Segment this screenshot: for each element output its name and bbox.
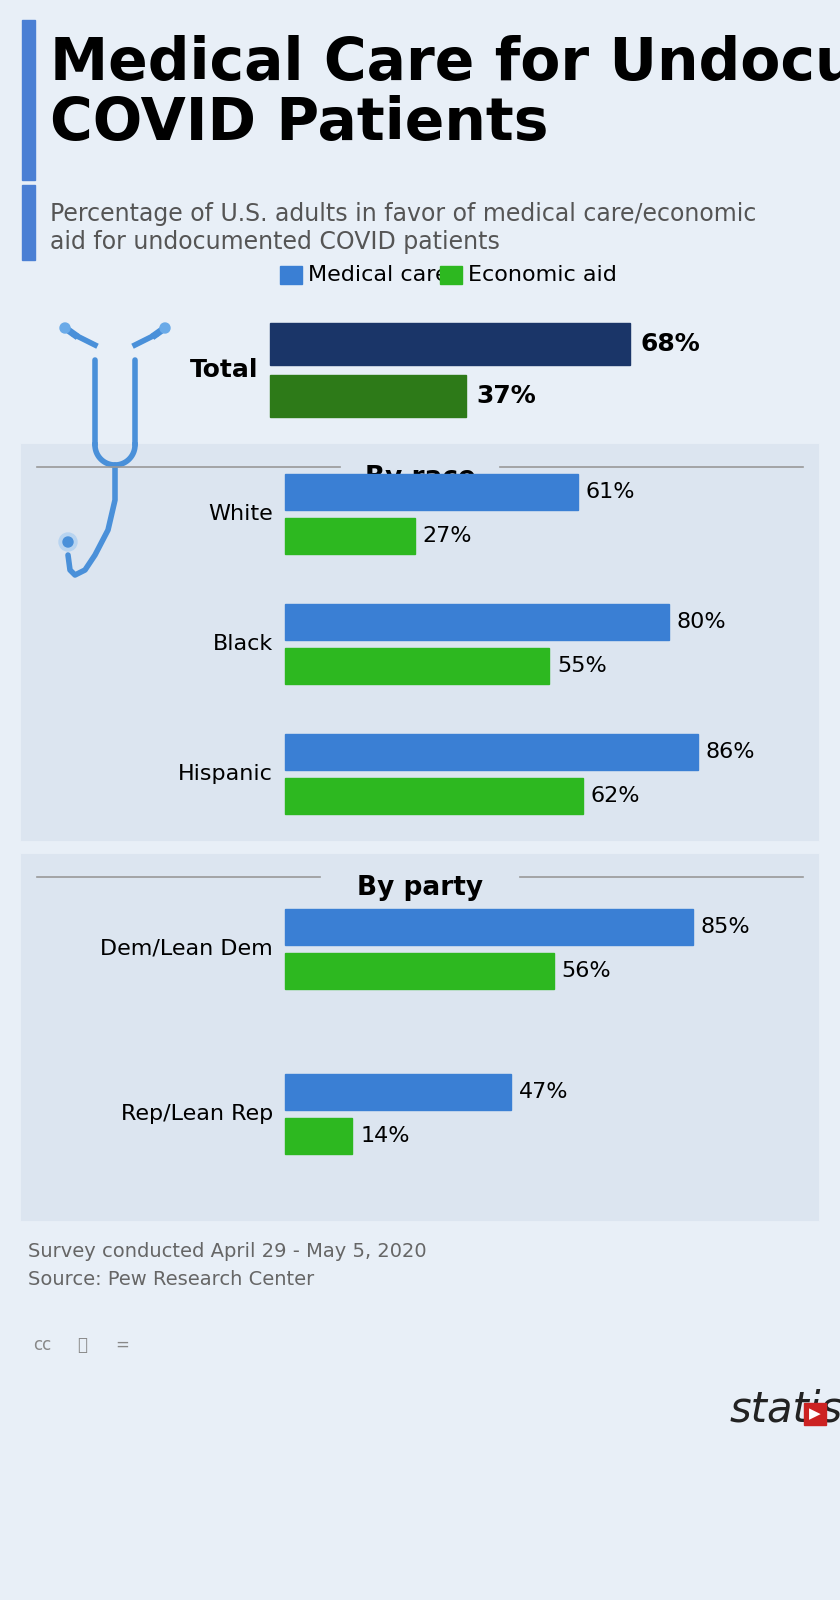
Circle shape <box>160 323 170 333</box>
Text: 14%: 14% <box>360 1126 410 1146</box>
Bar <box>440 266 462 285</box>
Bar <box>22 186 35 259</box>
Text: White: White <box>208 504 273 525</box>
Text: Total: Total <box>190 358 258 382</box>
Bar <box>270 323 630 365</box>
Text: 47%: 47% <box>518 1082 568 1102</box>
Text: Medical Care for Undocumented: Medical Care for Undocumented <box>50 35 840 91</box>
Bar <box>22 854 818 1219</box>
Bar <box>804 1403 826 1426</box>
Text: 86%: 86% <box>706 742 755 762</box>
Bar <box>285 734 698 770</box>
Bar <box>285 1118 352 1154</box>
Bar <box>285 954 554 989</box>
Text: 80%: 80% <box>677 611 727 632</box>
Bar <box>285 909 693 946</box>
Circle shape <box>63 538 73 547</box>
Text: 37%: 37% <box>476 384 536 408</box>
Text: aid for undocumented COVID patients: aid for undocumented COVID patients <box>50 230 500 254</box>
Bar <box>285 648 549 685</box>
Bar <box>285 474 578 510</box>
Bar <box>280 266 302 285</box>
Text: Rep/Lean Rep: Rep/Lean Rep <box>121 1104 273 1123</box>
Text: 61%: 61% <box>585 482 635 502</box>
Bar <box>285 1074 511 1110</box>
Bar <box>22 445 818 840</box>
Text: Hispanic: Hispanic <box>178 765 273 784</box>
Bar <box>285 603 669 640</box>
Text: ⓘ: ⓘ <box>77 1336 87 1354</box>
Circle shape <box>60 323 70 333</box>
Text: By party: By party <box>357 875 483 901</box>
Text: 62%: 62% <box>591 786 640 806</box>
Text: By race: By race <box>365 466 475 491</box>
Text: Black: Black <box>213 634 273 654</box>
Text: Source: Pew Research Center: Source: Pew Research Center <box>28 1270 314 1290</box>
Text: Percentage of U.S. adults in favor of medical care/economic: Percentage of U.S. adults in favor of me… <box>50 202 756 226</box>
Text: 27%: 27% <box>423 526 472 546</box>
Text: Dem/Lean Dem: Dem/Lean Dem <box>100 939 273 958</box>
Text: Medical care: Medical care <box>308 266 449 285</box>
Bar <box>285 778 583 814</box>
Circle shape <box>59 533 77 550</box>
Bar <box>22 19 35 179</box>
Text: Survey conducted April 29 - May 5, 2020: Survey conducted April 29 - May 5, 2020 <box>28 1242 427 1261</box>
Text: =: = <box>115 1336 129 1354</box>
Text: 68%: 68% <box>640 333 701 357</box>
Bar <box>270 374 466 418</box>
Text: ▶: ▶ <box>809 1406 821 1421</box>
Text: 56%: 56% <box>562 962 612 981</box>
Text: statista: statista <box>730 1389 840 1430</box>
Text: 55%: 55% <box>557 656 606 675</box>
Bar <box>285 518 415 554</box>
Text: COVID Patients: COVID Patients <box>50 94 549 152</box>
Text: 85%: 85% <box>701 917 751 938</box>
Text: cc: cc <box>33 1336 51 1354</box>
Text: Economic aid: Economic aid <box>468 266 617 285</box>
